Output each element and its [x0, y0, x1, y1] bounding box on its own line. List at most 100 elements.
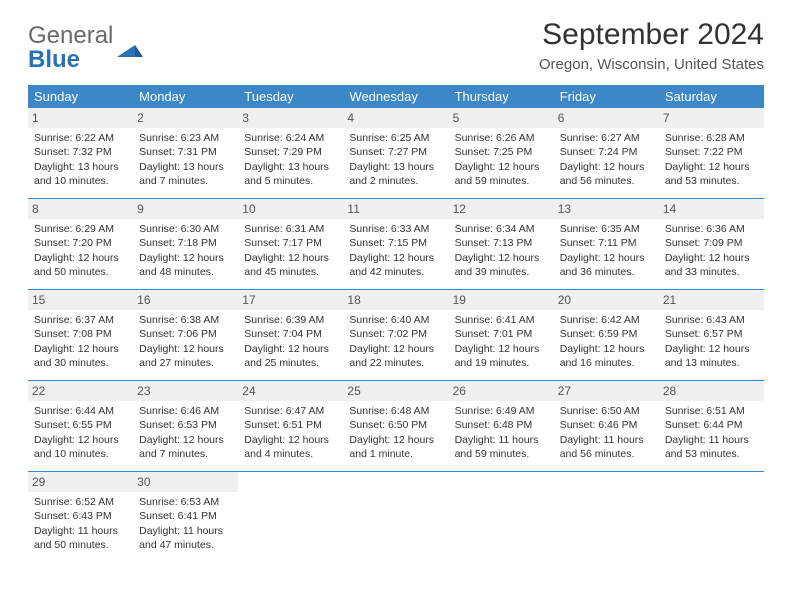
sunset-text: Sunset: 7:13 PM — [455, 236, 548, 250]
daylight1-text: Daylight: 12 hours — [349, 251, 442, 265]
daylight1-text: Daylight: 12 hours — [560, 342, 653, 356]
sunrise-text: Sunrise: 6:26 AM — [455, 131, 548, 145]
day-number: 22 — [28, 381, 133, 401]
daylight1-text: Daylight: 12 hours — [665, 160, 758, 174]
daylight1-text: Daylight: 12 hours — [665, 342, 758, 356]
daylight1-text: Daylight: 12 hours — [139, 342, 232, 356]
sunrise-text: Sunrise: 6:39 AM — [244, 313, 337, 327]
calendar-week: 22Sunrise: 6:44 AMSunset: 6:55 PMDayligh… — [28, 381, 764, 472]
sunset-text: Sunset: 7:25 PM — [455, 145, 548, 159]
daylight2-text: and 45 minutes. — [244, 265, 337, 279]
sunrise-text: Sunrise: 6:27 AM — [560, 131, 653, 145]
sunset-text: Sunset: 7:24 PM — [560, 145, 653, 159]
daylight1-text: Daylight: 11 hours — [34, 524, 127, 538]
daylight1-text: Daylight: 13 hours — [139, 160, 232, 174]
day-number: 20 — [554, 290, 659, 310]
day-number: 9 — [133, 199, 238, 219]
daylight2-text: and 13 minutes. — [665, 356, 758, 370]
location-subtitle: Oregon, Wisconsin, United States — [539, 56, 764, 73]
sunrise-text: Sunrise: 6:37 AM — [34, 313, 127, 327]
daylight2-text: and 7 minutes. — [139, 174, 232, 188]
calendar-day-cell: 28Sunrise: 6:51 AMSunset: 6:44 PMDayligh… — [659, 381, 764, 472]
daylight1-text: Daylight: 12 hours — [34, 251, 127, 265]
daylight2-text: and 36 minutes. — [560, 265, 653, 279]
sunrise-text: Sunrise: 6:41 AM — [455, 313, 548, 327]
daylight2-text: and 42 minutes. — [349, 265, 442, 279]
day-number: 12 — [449, 199, 554, 219]
daylight2-text: and 56 minutes. — [560, 174, 653, 188]
sunset-text: Sunset: 7:04 PM — [244, 327, 337, 341]
sunrise-text: Sunrise: 6:23 AM — [139, 131, 232, 145]
sunrise-text: Sunrise: 6:52 AM — [34, 495, 127, 509]
sunrise-text: Sunrise: 6:46 AM — [139, 404, 232, 418]
day-number: 11 — [343, 199, 448, 219]
calendar-day-cell: 19Sunrise: 6:41 AMSunset: 7:01 PMDayligh… — [449, 290, 554, 381]
sunrise-text: Sunrise: 6:43 AM — [665, 313, 758, 327]
weekday-header: Friday — [554, 85, 659, 108]
sunset-text: Sunset: 6:50 PM — [349, 418, 442, 432]
daylight1-text: Daylight: 12 hours — [560, 160, 653, 174]
sunrise-text: Sunrise: 6:50 AM — [560, 404, 653, 418]
sunset-text: Sunset: 7:20 PM — [34, 236, 127, 250]
sunrise-text: Sunrise: 6:34 AM — [455, 222, 548, 236]
calendar-week: 8Sunrise: 6:29 AMSunset: 7:20 PMDaylight… — [28, 199, 764, 290]
day-number: 24 — [238, 381, 343, 401]
daylight2-text: and 16 minutes. — [560, 356, 653, 370]
daylight2-text: and 33 minutes. — [665, 265, 758, 279]
daylight2-text: and 22 minutes. — [349, 356, 442, 370]
calendar-day-cell: 15Sunrise: 6:37 AMSunset: 7:08 PMDayligh… — [28, 290, 133, 381]
daylight1-text: Daylight: 12 hours — [244, 433, 337, 447]
calendar-day-cell — [554, 472, 659, 563]
title-block: September 2024 Oregon, Wisconsin, United… — [539, 18, 764, 73]
sunset-text: Sunset: 7:06 PM — [139, 327, 232, 341]
sunset-text: Sunset: 7:29 PM — [244, 145, 337, 159]
sunrise-text: Sunrise: 6:44 AM — [34, 404, 127, 418]
calendar-day-cell: 13Sunrise: 6:35 AMSunset: 7:11 PMDayligh… — [554, 199, 659, 290]
sunset-text: Sunset: 7:11 PM — [560, 236, 653, 250]
brand-text: General Blue — [28, 24, 113, 72]
sunrise-text: Sunrise: 6:25 AM — [349, 131, 442, 145]
calendar-day-cell: 21Sunrise: 6:43 AMSunset: 6:57 PMDayligh… — [659, 290, 764, 381]
calendar-body: 1 Sunrise: 6:22 AMSunset: 7:32 PM Daylight… — [28, 108, 764, 562]
daylight2-text: and 53 minutes. — [665, 447, 758, 461]
day-number: 7 — [659, 108, 764, 128]
daylight1-text: Daylight: 12 hours — [244, 342, 337, 356]
daylight1-text: Daylight: 11 hours — [665, 433, 758, 447]
calendar-day-cell: 23Sunrise: 6:46 AMSunset: 6:53 PMDayligh… — [133, 381, 238, 472]
sunrise-text: Sunrise: 6:22 AM — [34, 131, 127, 145]
calendar-day-cell: 25Sunrise: 6:48 AMSunset: 6:50 PMDayligh… — [343, 381, 448, 472]
day-number: 19 — [449, 290, 554, 310]
day-number: 6 — [554, 108, 659, 128]
weekday-header-row: SundayMondayTuesdayWednesdayThursdayFrid… — [28, 85, 764, 108]
calendar-day-cell: 18Sunrise: 6:40 AMSunset: 7:02 PMDayligh… — [343, 290, 448, 381]
daylight2-text: and 2 minutes. — [349, 174, 442, 188]
page: General Blue September 2024 Oregon, Wisc… — [0, 0, 792, 580]
calendar-day-cell: 2Sunrise: 6:23 AMSunset: 7:31 PMDaylight… — [133, 108, 238, 199]
brand-part2: Blue — [28, 46, 80, 73]
calendar-day-cell: 7Sunrise: 6:28 AMSunset: 7:22 PMDaylight… — [659, 108, 764, 199]
sunrise-text: Sunrise: 6:24 AM — [244, 131, 337, 145]
sunset-text: Sunset: 7:32 PM — [34, 145, 127, 159]
sunset-text: Sunset: 7:18 PM — [139, 236, 232, 250]
daylight2-text: and 1 minute. — [349, 447, 442, 461]
calendar-day-cell: 10Sunrise: 6:31 AMSunset: 7:17 PMDayligh… — [238, 199, 343, 290]
calendar-day-cell: 5Sunrise: 6:26 AMSunset: 7:25 PMDaylight… — [449, 108, 554, 199]
day-number: 1 — [28, 108, 133, 128]
daylight1-text: Daylight: 12 hours — [34, 433, 127, 447]
sunrise-text: Sunrise: 6:30 AM — [139, 222, 232, 236]
daylight1-text: Daylight: 11 hours — [560, 433, 653, 447]
daylight2-text: and 7 minutes. — [139, 447, 232, 461]
calendar-day-cell — [238, 472, 343, 563]
calendar-day-cell: 12Sunrise: 6:34 AMSunset: 7:13 PMDayligh… — [449, 199, 554, 290]
weekday-header: Thursday — [449, 85, 554, 108]
daylight2-text: and 48 minutes. — [139, 265, 232, 279]
daylight1-text: Daylight: 13 hours — [244, 160, 337, 174]
daylight2-text: and 56 minutes. — [560, 447, 653, 461]
page-title: September 2024 — [539, 18, 764, 52]
daylight2-text: and 27 minutes. — [139, 356, 232, 370]
calendar-day-cell: 20Sunrise: 6:42 AMSunset: 6:59 PMDayligh… — [554, 290, 659, 381]
calendar-week: 1 Sunrise: 6:22 AMSunset: 7:32 PM Daylight… — [28, 108, 764, 199]
sunrise-text: Sunrise: 6:47 AM — [244, 404, 337, 418]
day-number: 27 — [554, 381, 659, 401]
daylight2-text: and 30 minutes. — [34, 356, 127, 370]
